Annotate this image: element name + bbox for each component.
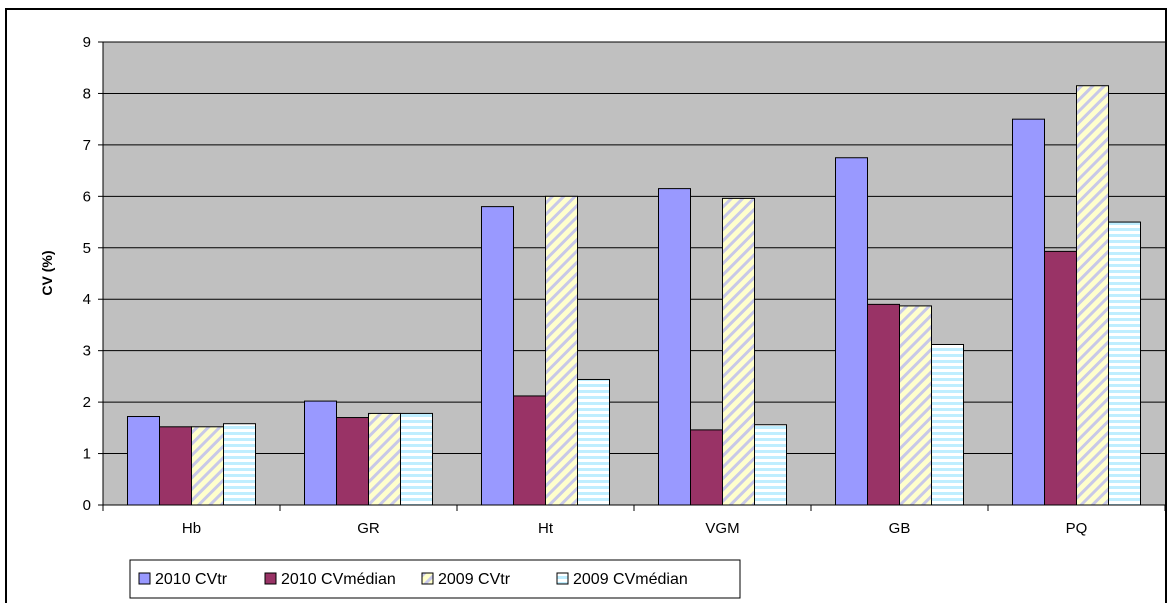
bar-2010-cvmédian-gb [867,303,900,506]
bar-2009-cvtr-hb [191,426,224,506]
legend-box [129,559,741,599]
x-tick-label: VGM [705,520,739,537]
bar-2010-cvmédian-ht [513,395,546,506]
legend-label: 2009 CVtr [438,571,511,588]
x-tick-label: PQ [1066,520,1088,537]
bar-2009-cvtr-gb [899,305,932,506]
legend-swatch [264,572,277,585]
bar-2010-cvtr-hb [127,416,160,506]
x-tick-label: Hb [182,520,201,537]
y-tick-label: 4 [83,291,91,308]
plot-area [103,42,1165,505]
y-tick-label: 3 [83,343,91,360]
bar-2009-cvmédian-pq [1108,221,1141,506]
y-tick-label: 5 [83,240,91,257]
bar-2010-cvtr-gr [304,400,337,506]
bar-2010-cvtr-pq [1012,118,1045,506]
y-tick-label: 1 [83,446,91,463]
x-tick-label: GB [889,520,911,537]
legend-label: 2009 CVmédian [573,571,688,588]
legend-label: 2010 CVmédian [281,571,396,588]
bar-2009-cvmédian-gb [931,343,964,506]
y-tick-label: 6 [83,188,91,205]
bar-2009-cvtr-pq [1076,85,1109,506]
bar-2010-cvtr-ht [481,206,514,506]
bar-2009-cvtr-gr [368,412,401,506]
y-tick-label: 8 [83,85,91,102]
bar-2010-cvmédian-pq [1044,250,1077,506]
legend-label: 2010 CVtr [155,571,228,588]
y-tick-label: 7 [83,137,91,154]
bars-layer [127,85,1141,506]
legend: 2010 CVtr 2010 CVmédian 2009 CVtr 2009 CVmé… [129,559,741,599]
x-tick-label: GR [357,520,380,537]
legend-items: 2010 CVtr 2010 CVmédian 2009 CVtr 2009 CVmé… [138,571,688,588]
bar-2009-cvtr-ht [545,195,578,506]
bar-2009-cvmédian-vgm [754,424,787,506]
bar-2009-cvmédian-gr [400,412,433,506]
legend-swatch [138,572,151,585]
bar-2010-cvmédian-vgm [690,429,723,506]
grid-layer [103,41,1165,455]
bar-2010-cvmédian-hb [159,426,192,506]
y-axis-title: CV (%) [39,250,55,295]
y-tick-label: 9 [83,34,91,51]
bar-2009-cvtr-vgm [722,197,755,506]
legend-swatch [556,572,569,585]
bar-2009-cvmédian-ht [577,378,610,506]
bar-2010-cvtr-vgm [658,188,691,506]
legend-swatch [421,572,434,585]
bar-2010-cvtr-gb [835,157,868,506]
bar-2010-cvmédian-gr [336,417,369,506]
bar-2009-cvmédian-hb [223,423,256,506]
y-tick-label: 2 [83,394,91,411]
ticks-layer: 0 1 2 3 4 5 6 7 8 9 Hb GR Ht VGM GB PQ [83,34,1166,537]
y-tick-label: 0 [83,497,91,514]
x-tick-label: Ht [538,520,554,537]
